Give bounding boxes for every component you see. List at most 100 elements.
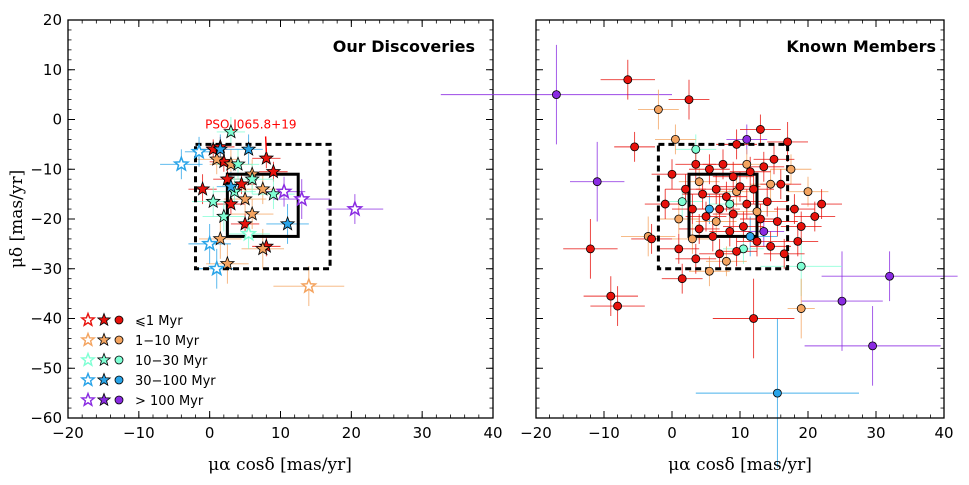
- left-point-17: [212, 230, 229, 246]
- right-xtick-label: −20: [520, 424, 552, 442]
- right-point-48: [745, 167, 755, 177]
- left-point-4: [219, 171, 236, 186]
- right-point-78: [796, 222, 806, 231]
- right-axes-frame: [535, 19, 945, 419]
- right-point-12: [677, 197, 687, 206]
- right-point-74: [779, 249, 789, 259]
- left-point-5: [233, 176, 250, 191]
- legend-filled-star: [96, 352, 112, 367]
- right-xtick-label: 20: [798, 424, 817, 442]
- left-panel-title: Our Discoveries: [333, 37, 475, 56]
- right-xtick-label: 0: [667, 424, 677, 442]
- right-xtick-label: −10: [588, 424, 620, 442]
- left-ytick-label: −50: [30, 359, 62, 377]
- right-point-44: [691, 159, 701, 169]
- right-markers: [552, 75, 894, 398]
- right-point-25: [752, 207, 762, 216]
- legend-filled-star: [96, 332, 112, 347]
- right-point-28: [722, 256, 731, 266]
- right-point-66: [694, 224, 704, 234]
- right-point-34: [586, 244, 595, 254]
- left-ytick-label: −20: [30, 210, 62, 228]
- legend-open-star: [79, 311, 97, 327]
- left-point-39: [346, 199, 364, 217]
- left-point-26: [216, 208, 232, 224]
- left-dashed-box: [194, 142, 332, 271]
- left-ytick-label: −40: [30, 310, 62, 328]
- legend-filled-star: [96, 312, 112, 327]
- right-point-8: [745, 232, 755, 241]
- annotation: PSO J065.8+19: [205, 117, 297, 153]
- left-point-35: [200, 234, 219, 252]
- right-panel-title: Known Members: [786, 37, 936, 56]
- legend-filled-star: [96, 392, 112, 407]
- left-ytick-label: 0: [52, 111, 62, 129]
- right-point-31: [623, 75, 633, 85]
- right-point-53: [722, 192, 731, 202]
- left-point-10: [223, 195, 239, 211]
- left-point-34: [172, 155, 191, 172]
- right-point-29: [742, 159, 752, 169]
- right-point-7: [773, 388, 782, 398]
- right-point-59: [688, 204, 697, 214]
- right-point-75: [691, 254, 701, 264]
- legend-circle: [114, 375, 124, 385]
- right-xtick-label: 40: [934, 424, 953, 442]
- right-point-38: [749, 314, 758, 323]
- right-region-boxes: [656, 142, 790, 271]
- left-point-15: [237, 190, 253, 206]
- legend-label: 1−10 Myr: [135, 334, 200, 349]
- left-xtick-label: 30: [413, 424, 432, 442]
- right-point-19: [803, 187, 813, 197]
- right-point-20: [786, 164, 796, 174]
- right-panel: −20 −10 0 10 20 30 40 Known Members μα cosδ [m…: [440, 19, 958, 475]
- right-ticks: −20 −10 0 10 20 30 40: [520, 19, 954, 442]
- right-point-57: [776, 179, 786, 189]
- right-point-0: [552, 90, 561, 100]
- left-point-3: [194, 181, 211, 196]
- right-point-22: [694, 177, 704, 187]
- left-xtick-label: −20: [52, 424, 84, 442]
- left-ytick-label: −10: [30, 160, 62, 178]
- right-point-5: [742, 134, 752, 144]
- right-point-55: [749, 184, 758, 194]
- right-point-67: [708, 232, 718, 241]
- left-point-19: [255, 240, 271, 256]
- left-point-23: [230, 156, 246, 171]
- left-x-axis-label: μα cosδ [mas/yr]: [208, 455, 352, 475]
- right-point-76: [667, 169, 677, 179]
- left-ticks: −20 −10 0 10 20 30 40 20 10 0 −10 −20 −30 −40 −50 −60: [30, 11, 502, 442]
- left-point-21: [223, 123, 239, 139]
- right-point-62: [728, 209, 738, 219]
- right-point-35: [606, 291, 616, 301]
- right-point-72: [715, 249, 724, 259]
- left-ytick-label: −60: [30, 409, 62, 427]
- right-point-9: [705, 204, 714, 214]
- right-point-1: [592, 177, 602, 187]
- legend-label: > 100 Myr: [135, 394, 204, 409]
- right-point-30: [674, 214, 684, 224]
- right-point-3: [868, 341, 877, 351]
- legend-circle: [114, 315, 124, 325]
- left-point-6: [258, 150, 275, 165]
- right-point-21: [671, 134, 680, 144]
- left-point-30: [240, 141, 257, 156]
- left-point-28: [239, 224, 258, 242]
- left-xtick-label: −10: [123, 424, 155, 442]
- right-point-17: [796, 304, 806, 313]
- right-point-50: [681, 184, 690, 194]
- legend-label: 30−100 Myr: [135, 374, 216, 389]
- legend-circle: [114, 395, 124, 405]
- y-axis-label: μδ [mas/yr]: [7, 170, 27, 268]
- right-point-27: [688, 234, 697, 244]
- left-point-16: [244, 205, 260, 221]
- right-point-2: [837, 296, 847, 306]
- right-point-80: [793, 236, 803, 246]
- left-markers: [172, 123, 364, 294]
- right-point-39: [783, 137, 792, 147]
- left-point-7: [265, 163, 282, 179]
- right-point-4: [885, 271, 894, 281]
- legend-open-star: [79, 331, 97, 347]
- legend-open-star: [79, 391, 97, 407]
